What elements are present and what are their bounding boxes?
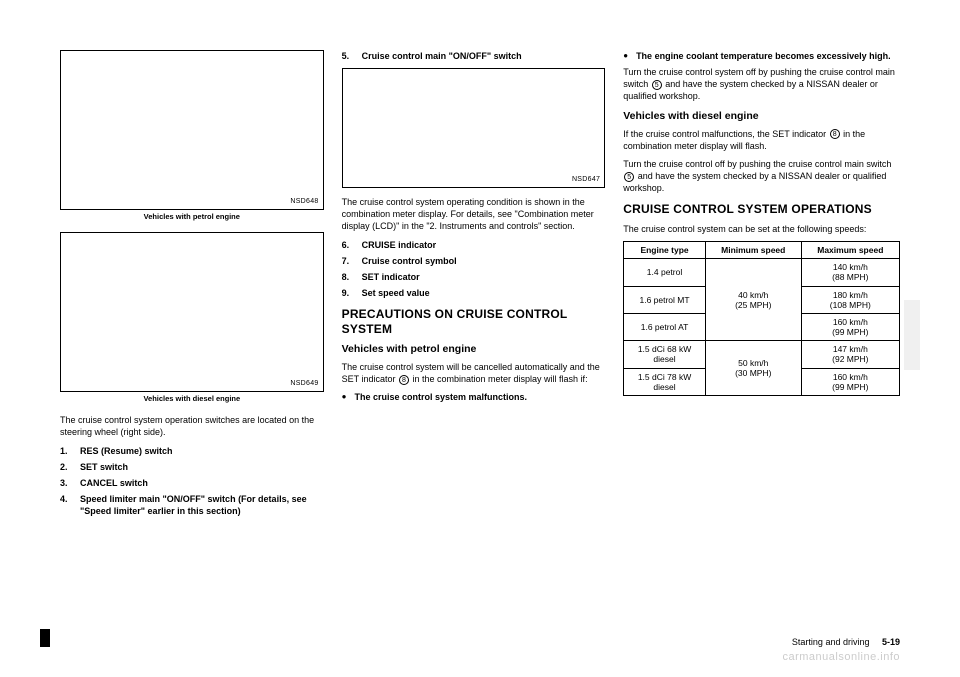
table-cell: 180 km/h(108 MPH) xyxy=(801,286,899,313)
list-item: 7.Cruise control symbol xyxy=(342,255,606,267)
table-cell: 40 km/h(25 MPH) xyxy=(705,259,801,341)
paragraph: If the cruise control malfunctions, the … xyxy=(623,128,900,152)
binding-mark xyxy=(40,629,50,647)
heading-operations: CRUISE CONTROL SYSTEM OPERATIONS xyxy=(623,202,900,216)
list-item: 9.Set speed value xyxy=(342,287,606,299)
list-item: 6.CRUISE indicator xyxy=(342,239,606,251)
list-item: The engine coolant temperature becomes e… xyxy=(623,50,900,62)
paragraph: The cruise control system can be set at … xyxy=(623,223,900,235)
watermark: carmanualsonline.info xyxy=(782,651,900,663)
table-cell: 160 km/h(99 MPH) xyxy=(801,368,899,395)
page-number: 5-19 xyxy=(882,637,900,647)
bullet-list: The cruise control system malfunctions. xyxy=(342,391,606,403)
list-item: 2.SET switch xyxy=(60,461,324,473)
circled-number-icon: 5 xyxy=(652,80,662,90)
circled-number-icon: 8 xyxy=(399,375,409,385)
switch-list-1-cont: 5.Cruise control main "ON/OFF" switch xyxy=(342,50,606,62)
table-header: Minimum speed xyxy=(705,241,801,258)
speed-table: Engine type Minimum speed Maximum speed … xyxy=(623,241,900,396)
thumb-tab xyxy=(904,300,920,370)
list-item: 3.CANCEL switch xyxy=(60,477,324,489)
table-cell: 160 km/h(99 MPH) xyxy=(801,313,899,340)
paragraph: Turn the cruise control off by pushing t… xyxy=(623,158,900,194)
table-header: Engine type xyxy=(624,241,706,258)
figure-code: NSD649 xyxy=(290,379,318,388)
figure-code: NSD648 xyxy=(290,197,318,206)
list-item: 1.RES (Resume) switch xyxy=(60,445,324,457)
subheading-petrol: Vehicles with petrol engine xyxy=(342,342,606,356)
paragraph: The cruise control system will be cancel… xyxy=(342,361,606,385)
table-header: Maximum speed xyxy=(801,241,899,258)
table-row: Engine type Minimum speed Maximum speed xyxy=(624,241,900,258)
table-cell: 1.5 dCi 78 kWdiesel xyxy=(624,368,706,395)
circled-number-icon: 8 xyxy=(830,129,840,139)
list-item: The cruise control system malfunctions. xyxy=(342,391,606,403)
column-2: 5.Cruise control main "ON/OFF" switch NS… xyxy=(342,50,606,523)
paragraph: The cruise control system operating cond… xyxy=(342,196,606,232)
circled-number-icon: 5 xyxy=(624,172,634,182)
figure-diesel-switches: NSD649 xyxy=(60,232,324,392)
figure-caption: Vehicles with diesel engine xyxy=(60,394,324,404)
table-cell: 50 km/h(30 MPH) xyxy=(705,341,801,396)
indicator-list: 6.CRUISE indicator 7.Cruise control symbo… xyxy=(342,239,606,300)
table-cell: 1.6 petrol MT xyxy=(624,286,706,313)
table-row: 1.5 dCi 68 kWdiesel50 km/h(30 MPH)147 km… xyxy=(624,341,900,368)
section-label: Starting and driving xyxy=(792,637,870,647)
switch-list-1: 1.RES (Resume) switch 2.SET switch 3.CANCE… xyxy=(60,445,324,518)
content-columns: NSD648 Vehicles with petrol engine NSD64… xyxy=(60,50,900,523)
list-item: 5.Cruise control main "ON/OFF" switch xyxy=(342,50,606,62)
table-cell: 1.4 petrol xyxy=(624,259,706,286)
heading-precautions: PRECAUTIONS ON CRUISE CONTROL SYSTEM xyxy=(342,307,606,336)
manual-page: NSD648 Vehicles with petrol engine NSD64… xyxy=(0,0,960,677)
figure-petrol-switches: NSD648 xyxy=(60,50,324,210)
subheading-diesel: Vehicles with diesel engine xyxy=(623,109,900,123)
intro-paragraph: The cruise control system operation swit… xyxy=(60,414,324,438)
list-item: 4.Speed limiter main "ON/OFF" switch (Fo… xyxy=(60,493,324,517)
table-cell: 1.6 petrol AT xyxy=(624,313,706,340)
table-cell: 1.5 dCi 68 kWdiesel xyxy=(624,341,706,368)
table-cell: 140 km/h(88 MPH) xyxy=(801,259,899,286)
figure-meter-display: NSD647 xyxy=(342,68,606,188)
figure-code: NSD647 xyxy=(572,175,600,184)
table-row: 1.4 petrol40 km/h(25 MPH)140 km/h(88 MPH… xyxy=(624,259,900,286)
column-1: NSD648 Vehicles with petrol engine NSD64… xyxy=(60,50,324,523)
paragraph: Turn the cruise control system off by pu… xyxy=(623,66,900,102)
bullet-list: The engine coolant temperature becomes e… xyxy=(623,50,900,62)
table-cell: 147 km/h(92 MPH) xyxy=(801,341,899,368)
figure-caption: Vehicles with petrol engine xyxy=(60,212,324,222)
page-footer: Starting and driving 5-19 xyxy=(792,637,900,647)
column-3: The engine coolant temperature becomes e… xyxy=(623,50,900,523)
list-item: 8.SET indicator xyxy=(342,271,606,283)
